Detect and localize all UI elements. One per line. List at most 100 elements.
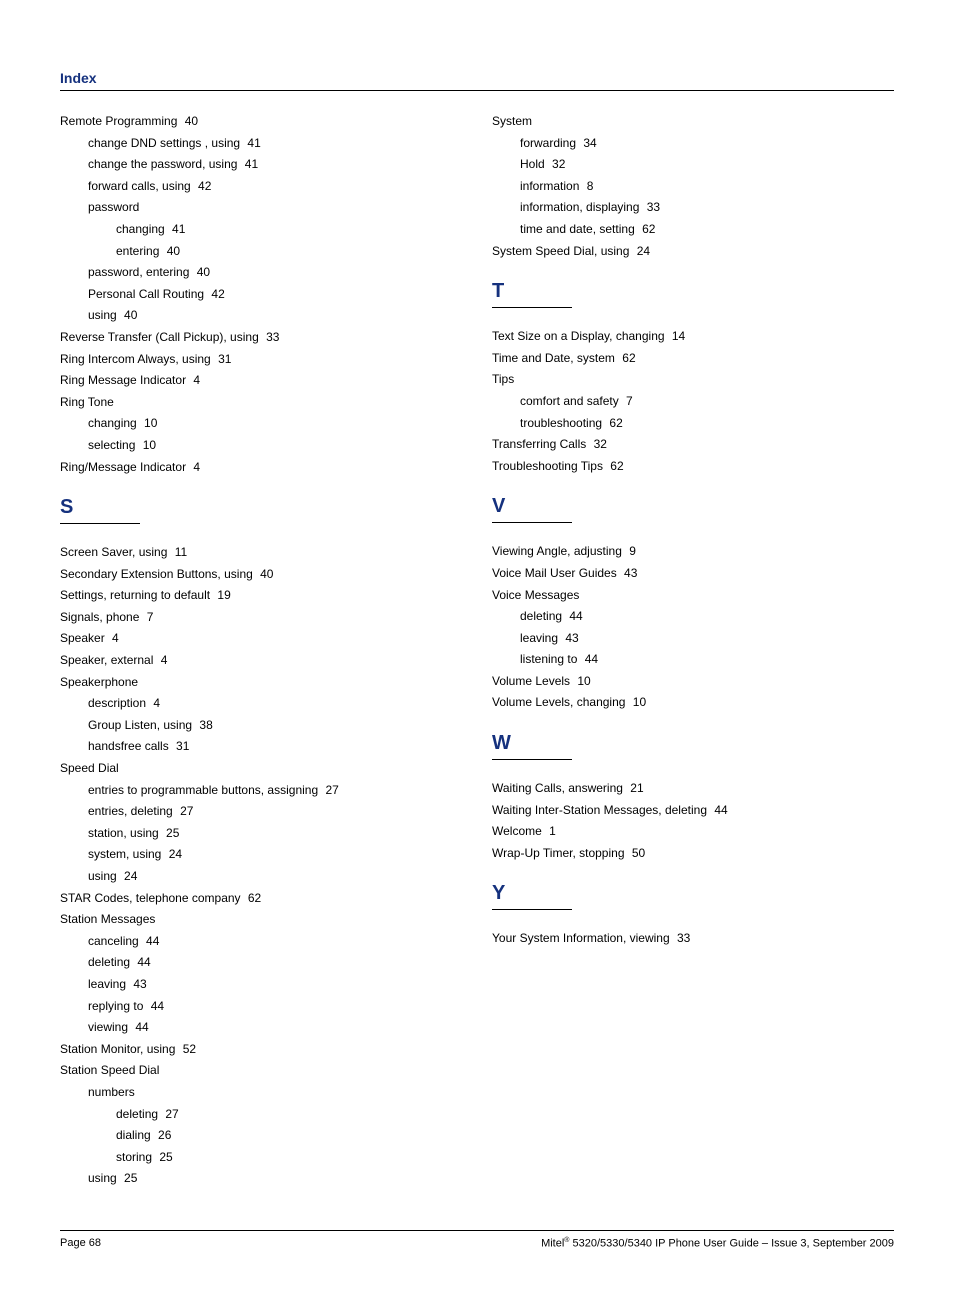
index-entry-text: storing xyxy=(116,1150,152,1164)
index-entry: Ring/Message Indicator 4 xyxy=(60,457,462,479)
index-entry: Speaker 4 xyxy=(60,628,462,650)
index-entry-text: Troubleshooting Tips xyxy=(492,459,603,473)
index-entry: password xyxy=(60,197,462,219)
index-entry: Settings, returning to default 19 xyxy=(60,585,462,607)
index-entry-text: changing xyxy=(88,416,137,430)
index-entry: Ring Tone xyxy=(60,392,462,414)
index-entry-text: Ring Tone xyxy=(60,395,114,409)
index-entry-page: 40 xyxy=(121,308,138,322)
index-entry-text: Text Size on a Display, changing xyxy=(492,329,665,343)
index-entry: Signals, phone 7 xyxy=(60,607,462,629)
index-entry-page: 34 xyxy=(580,136,597,150)
index-entry: deleting 27 xyxy=(60,1104,462,1126)
index-entry-page: 24 xyxy=(121,869,138,883)
index-entry-text: Hold xyxy=(520,157,545,171)
index-entry-text: dialing xyxy=(116,1128,151,1142)
index-entry-page: 44 xyxy=(132,1020,149,1034)
index-entry: storing 25 xyxy=(60,1147,462,1169)
index-entry-page: 40 xyxy=(257,567,274,581)
section-letter: W xyxy=(492,732,894,755)
index-entry-text: Your System Information, viewing xyxy=(492,931,670,945)
index-entry-text: entering xyxy=(116,244,159,258)
index-entry-text: change DND settings , using xyxy=(88,136,240,150)
index-entry-text: forwarding xyxy=(520,136,576,150)
index-entry-page: 27 xyxy=(162,1107,179,1121)
index-entry: replying to 44 xyxy=(60,996,462,1018)
index-entry-page: 10 xyxy=(141,416,158,430)
index-entry-text: change the password, using xyxy=(88,157,237,171)
index-column-left: Remote Programming 40change DND settings… xyxy=(60,111,462,1190)
index-entry-text: System xyxy=(492,114,532,128)
index-entry: Station Monitor, using 52 xyxy=(60,1039,462,1061)
index-entry: leaving 43 xyxy=(60,974,462,996)
index-entry-text: entries, deleting xyxy=(88,804,173,818)
index-entry: selecting 10 xyxy=(60,435,462,457)
section-rule xyxy=(60,523,140,524)
index-entry: forwarding 34 xyxy=(492,133,894,155)
index-entry-text: viewing xyxy=(88,1020,128,1034)
index-entry-text: canceling xyxy=(88,934,139,948)
section-letter: Y xyxy=(492,882,894,905)
index-entry: changing 41 xyxy=(60,219,462,241)
index-entry: changing 10 xyxy=(60,413,462,435)
index-entry-page: 24 xyxy=(165,847,182,861)
index-entry-text: Reverse Transfer (Call Pickup), using xyxy=(60,330,259,344)
index-entry: using 40 xyxy=(60,305,462,327)
index-entry-page: 4 xyxy=(150,696,160,710)
section-rule xyxy=(492,307,572,308)
index-entry: Secondary Extension Buttons, using 40 xyxy=(60,564,462,586)
index-entry-text: Station Monitor, using xyxy=(60,1042,175,1056)
index-entry-text: replying to xyxy=(88,999,143,1013)
index-entry-text: Station Messages xyxy=(60,912,155,926)
index-entry-page: 10 xyxy=(574,674,591,688)
index-entry-page: 27 xyxy=(322,783,339,797)
index-entry: Ring Message Indicator 4 xyxy=(60,370,462,392)
index-entry: Screen Saver, using 11 xyxy=(60,542,462,564)
index-entry-text: information xyxy=(520,179,579,193)
header-title: Index xyxy=(60,70,97,86)
index-entry-text: information, displaying xyxy=(520,200,639,214)
index-entry-page: 44 xyxy=(711,803,728,817)
index-entry-text: Signals, phone xyxy=(60,610,139,624)
index-entry: System xyxy=(492,111,894,133)
index-entry-page: 27 xyxy=(177,804,194,818)
index-entry-text: changing xyxy=(116,222,165,236)
index-entry: Voice Messages xyxy=(492,585,894,607)
index-entry: Group Listen, using 38 xyxy=(60,715,462,737)
index-entry-page: 41 xyxy=(244,136,261,150)
index-entry-page: 7 xyxy=(143,610,153,624)
index-entry: information, displaying 33 xyxy=(492,197,894,219)
section-rule xyxy=(492,759,572,760)
index-entry-page: 33 xyxy=(643,200,660,214)
index-entry-text: Welcome xyxy=(492,824,542,838)
index-entry-page: 62 xyxy=(619,351,636,365)
index-entry-text: Ring Message Indicator xyxy=(60,373,186,387)
index-entry-text: station, using xyxy=(88,826,159,840)
page: Index Remote Programming 40change DND se… xyxy=(0,0,954,1290)
index-entry: entries, deleting 27 xyxy=(60,801,462,823)
index-entry: Time and Date, system 62 xyxy=(492,348,894,370)
index-entry-page: 41 xyxy=(241,157,258,171)
index-entry-page: 44 xyxy=(143,934,160,948)
index-entry-page: 62 xyxy=(607,459,624,473)
index-entry-text: password xyxy=(88,200,139,214)
index-entry: Speed Dial xyxy=(60,758,462,780)
index-entry: Speakerphone xyxy=(60,672,462,694)
index-entry-text: Group Listen, using xyxy=(88,718,192,732)
index-entry-page: 10 xyxy=(139,438,156,452)
index-entry-page: 43 xyxy=(130,977,147,991)
index-entry: using 25 xyxy=(60,1168,462,1190)
index-entry: listening to 44 xyxy=(492,649,894,671)
index-entry-page: 38 xyxy=(196,718,213,732)
index-entry-page: 31 xyxy=(173,739,190,753)
index-entry-text: handsfree calls xyxy=(88,739,169,753)
index-entry-text: Voice Mail User Guides xyxy=(492,566,617,580)
section-letter: V xyxy=(492,495,894,518)
index-entry: Voice Mail User Guides 43 xyxy=(492,563,894,585)
index-entry: Transferring Calls 32 xyxy=(492,434,894,456)
index-entry-page: 7 xyxy=(623,394,633,408)
index-entry: change the password, using 41 xyxy=(60,154,462,176)
index-entry-text: Speaker, external xyxy=(60,653,153,667)
index-entry: entering 40 xyxy=(60,241,462,263)
index-entry-text: Wrap-Up Timer, stopping xyxy=(492,846,625,860)
